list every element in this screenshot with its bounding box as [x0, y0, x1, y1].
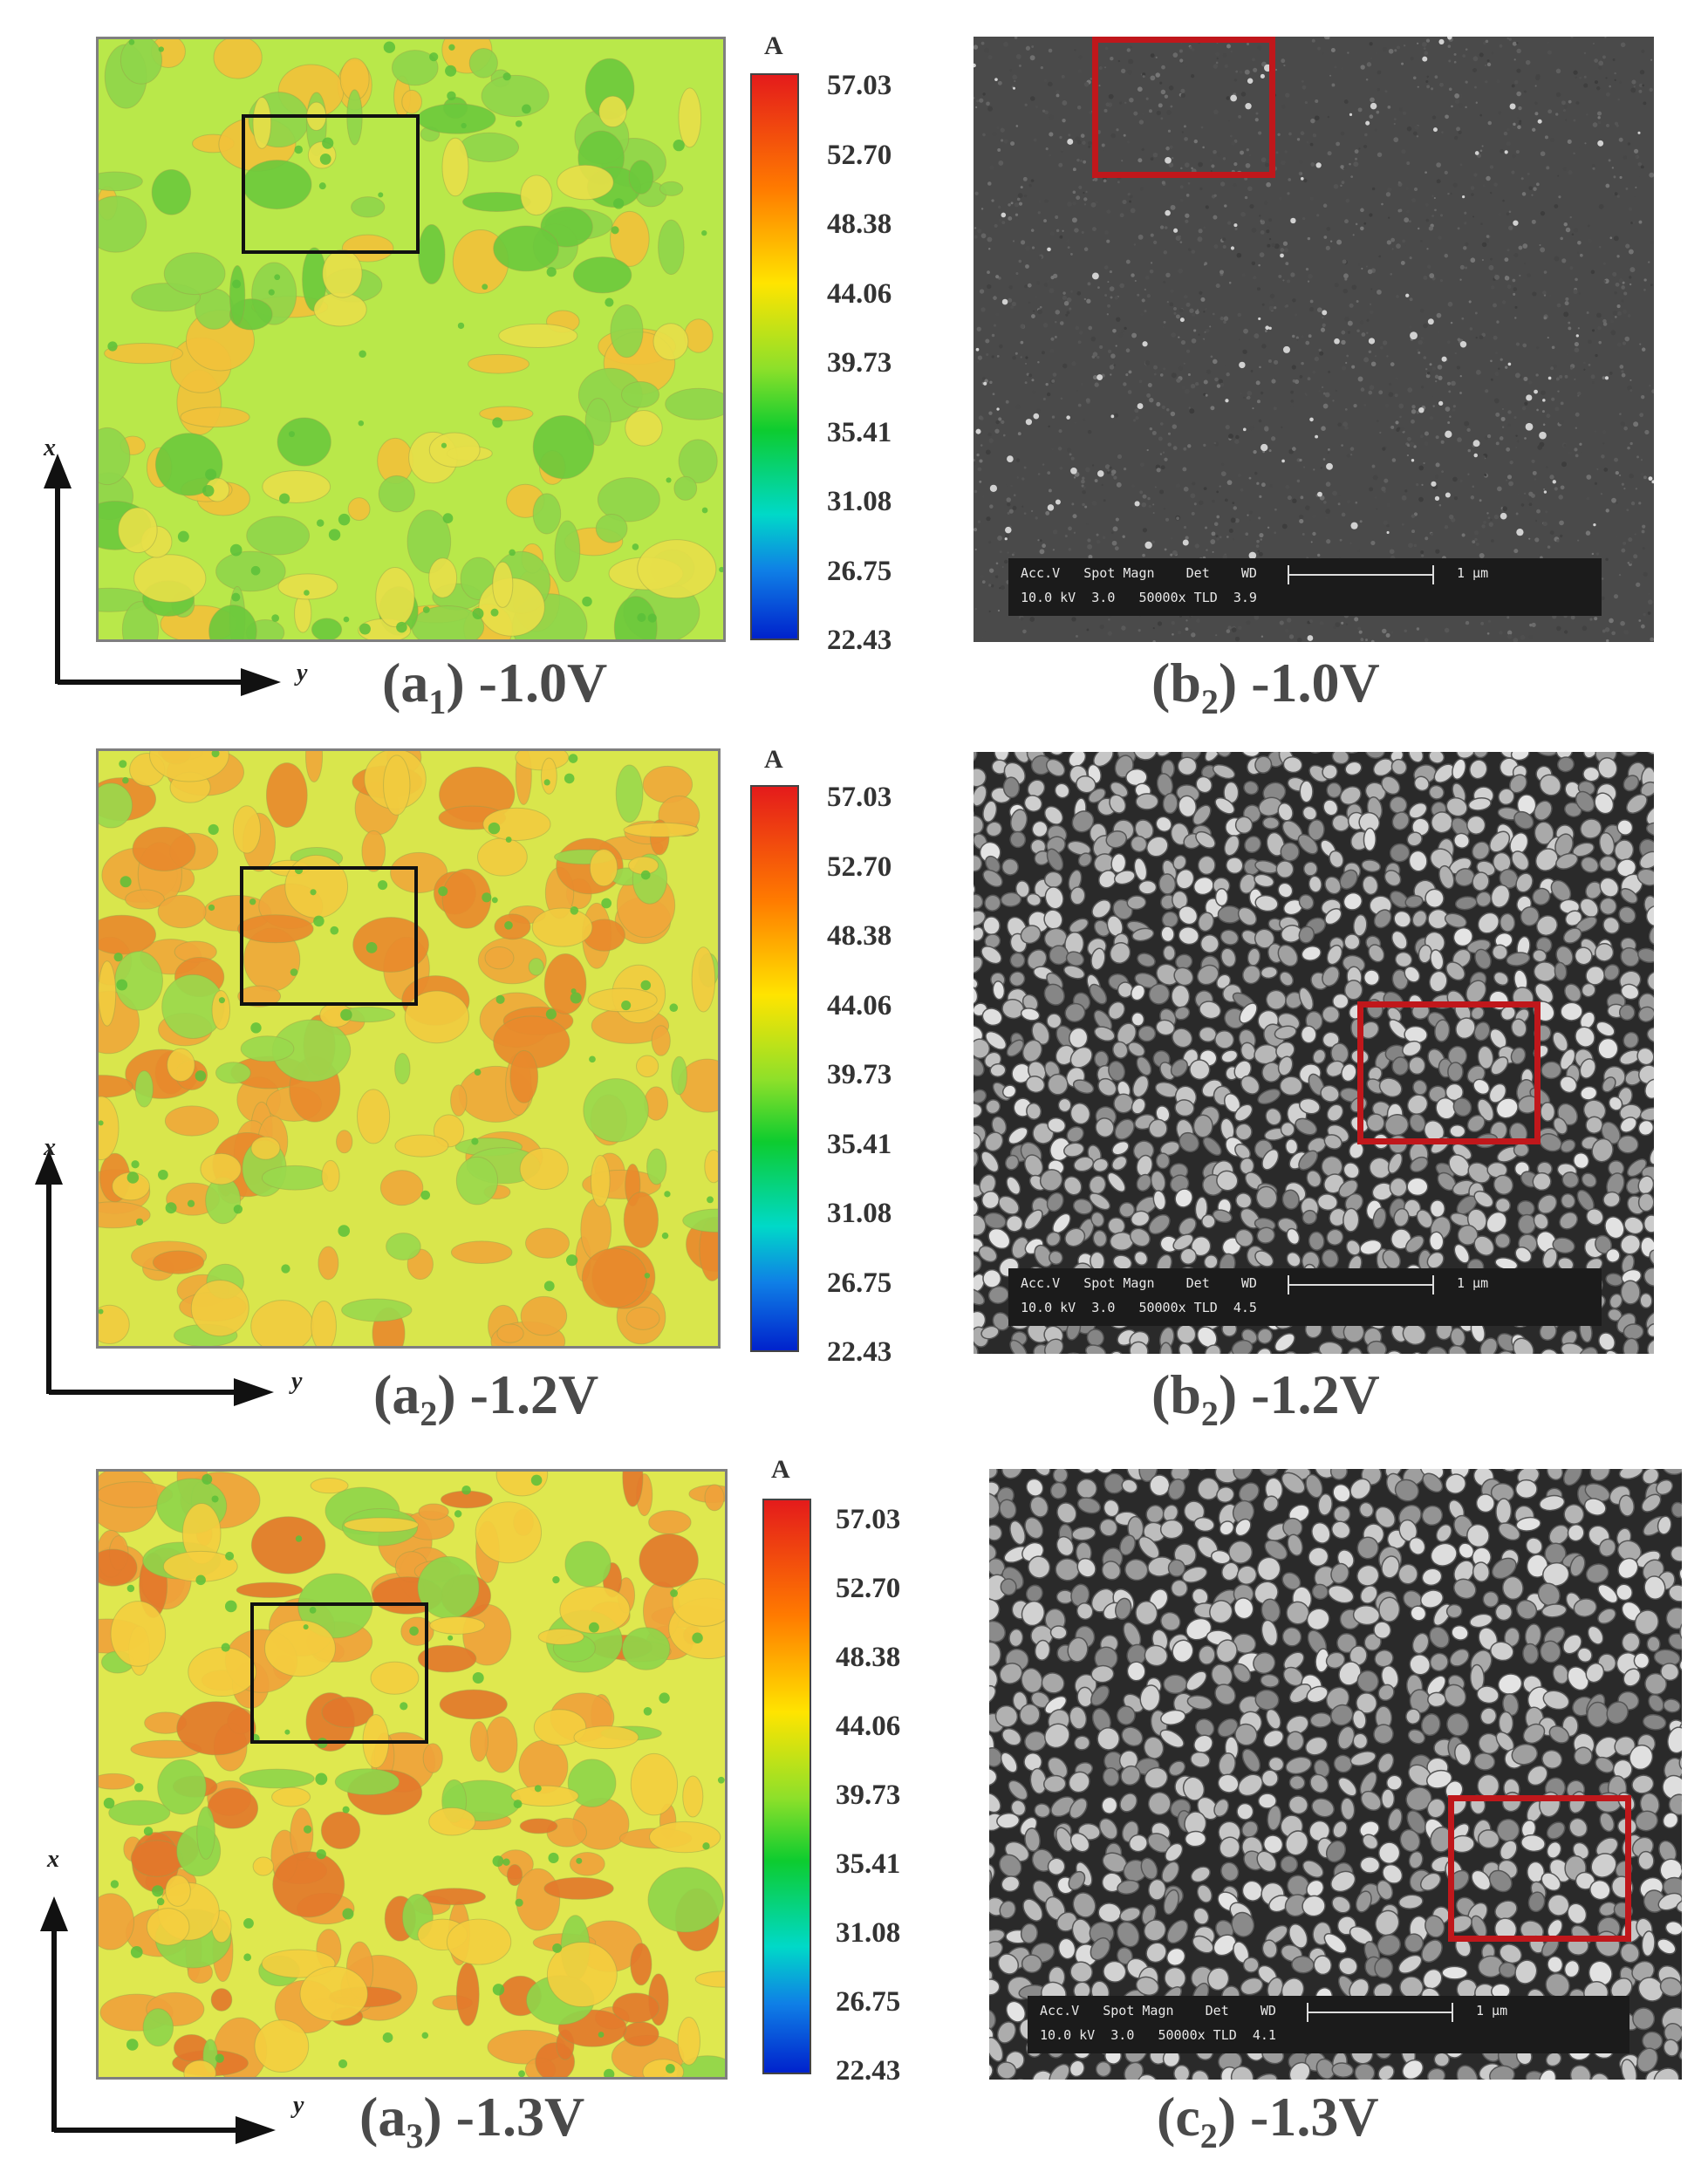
sem-micrograph [974, 752, 1654, 1354]
colorbar-tick-label: 26.75 [836, 1986, 901, 2018]
sem-image-c2-1.3V: Acc.V Spot Magn Det WD 10.0 kV 3.0 50000… [989, 1469, 1682, 2080]
colorbar-tick-label: 57.03 [836, 1504, 901, 1535]
x-axis-label: x [47, 1846, 59, 1873]
colorbar [762, 1499, 811, 2074]
sem-info-bar: Acc.V Spot Magn Det WD 10.0 kV 3.0 50000… [1028, 1996, 1629, 2053]
highlight-box [1448, 1795, 1631, 1942]
colorbar-tick-label: 22.43 [836, 2055, 901, 2087]
y-axis-label: y [291, 1368, 303, 1395]
contour-map-image [99, 751, 718, 1346]
highlight-box [250, 1602, 428, 1744]
colorbar-tick-label: 22.43 [827, 625, 892, 656]
colorbar-tick-label: 31.08 [836, 1917, 901, 1949]
colorbar-tick-label: 31.08 [827, 486, 892, 517]
colorbar-tick-label: 39.73 [836, 1779, 901, 1811]
axis-arrows [26, 1150, 288, 1408]
x-axis-label: x [44, 434, 56, 461]
colorbar-unit: A [764, 31, 783, 60]
panel-caption-c2-1.3V: (c2) -1.3V [1157, 2086, 1379, 2155]
colorbar [750, 73, 799, 640]
scale-bar [1288, 565, 1434, 584]
colorbar-tick-label: 26.75 [827, 1267, 892, 1299]
panel-caption-a3: (a3) -1.3V [359, 2086, 585, 2155]
colorbar-tick-label: 48.38 [827, 920, 892, 952]
highlight-box [240, 866, 418, 1006]
highlight-box [1092, 37, 1275, 178]
axis-arrows [35, 454, 297, 698]
colorbar-tick-label: 48.38 [827, 208, 892, 240]
sem-micrograph [989, 1469, 1682, 2080]
colorbar-tick-label: 35.41 [827, 416, 892, 448]
sem-info-bar: Acc.V Spot Magn Det WD 10.0 kV 3.0 50000… [1008, 1268, 1602, 1326]
colorbar-tick-label: 48.38 [836, 1642, 901, 1673]
colorbar-tick-label: 52.70 [827, 139, 892, 171]
highlight-box [242, 114, 420, 254]
axis-arrows [31, 1896, 293, 2146]
contour-map-a2 [96, 748, 721, 1349]
colorbar-tick-label: 44.06 [827, 277, 892, 310]
contour-map-a1 [96, 37, 726, 642]
panel-caption-a2: (a2) -1.2V [373, 1363, 599, 1433]
sem-image-b2-1.2V: Acc.V Spot Magn Det WD 10.0 kV 3.0 50000… [974, 752, 1654, 1354]
colorbar-tick-label: 52.70 [827, 850, 892, 883]
colorbar-tick-label: 26.75 [827, 555, 892, 587]
colorbar-tick-label: 44.06 [836, 1711, 901, 1742]
colorbar-tick-label: 35.41 [827, 1128, 892, 1160]
panel-caption-b2-1.2V: (b2) -1.2V [1151, 1363, 1380, 1433]
y-axis-label: y [293, 2092, 304, 2119]
panel-caption-b2-1.0V: (b2) -1.0V [1151, 652, 1380, 721]
scale-bar [1307, 2003, 1453, 2022]
contour-map-a3 [96, 1469, 728, 2080]
sem-info-bar: Acc.V Spot Magn Det WD 10.0 kV 3.0 50000… [1008, 558, 1602, 616]
colorbar-unit: A [764, 745, 783, 774]
sem-micrograph [974, 37, 1654, 642]
colorbar-tick-label: 22.43 [827, 1336, 892, 1368]
colorbar-tick-label: 35.41 [836, 1848, 901, 1880]
x-axis-label: x [44, 1134, 56, 1161]
y-axis-label: y [297, 659, 308, 686]
colorbar-tick-label: 57.03 [827, 70, 892, 101]
sem-image-b2-1.0V: Acc.V Spot Magn Det WD 10.0 kV 3.0 50000… [974, 37, 1654, 642]
colorbar-tick-label: 52.70 [836, 1573, 901, 1604]
panel-caption-a1: (a1) -1.0V [382, 652, 608, 721]
colorbar-tick-label: 39.73 [827, 347, 892, 379]
colorbar-unit: A [771, 1455, 790, 1484]
highlight-box [1357, 1001, 1541, 1144]
colorbar-tick-label: 31.08 [827, 1198, 892, 1229]
colorbar [750, 785, 799, 1352]
contour-map-image [99, 1472, 725, 2077]
colorbar-tick-label: 44.06 [827, 989, 892, 1021]
colorbar-tick-label: 57.03 [827, 782, 892, 813]
contour-map-image [99, 39, 723, 639]
scale-bar [1288, 1275, 1434, 1294]
colorbar-tick-label: 39.73 [827, 1059, 892, 1090]
